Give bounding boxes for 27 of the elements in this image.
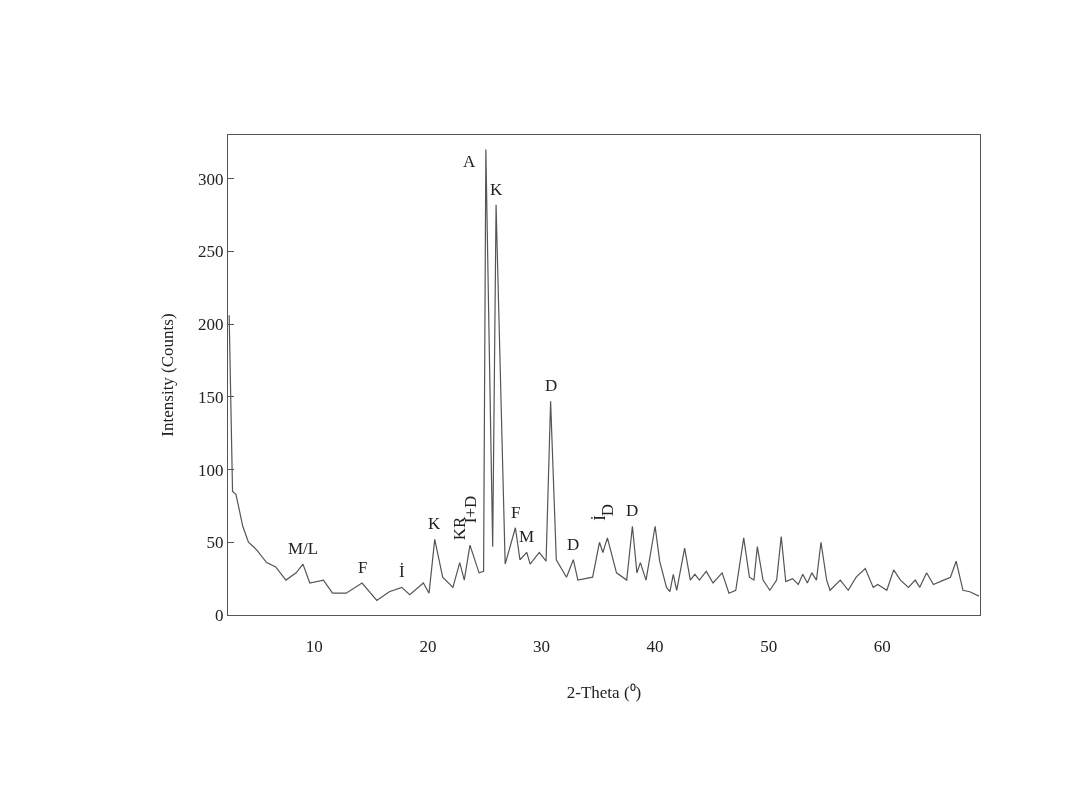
y-tick-label: 100 xyxy=(198,460,224,480)
y-axis-title: Intensity (Counts) xyxy=(157,313,177,437)
x-tick-label: 20 xyxy=(419,637,437,657)
annotation: F xyxy=(358,558,368,577)
x-tick-label: 30 xyxy=(533,637,551,657)
annotation: M xyxy=(519,527,535,546)
x-tick-label: 60 xyxy=(873,637,891,657)
annotation: F xyxy=(511,503,521,522)
annotation: D xyxy=(626,501,639,520)
annotation: M/L xyxy=(288,539,319,558)
annotation: İ xyxy=(399,562,405,581)
y-tick-label: 0 xyxy=(215,605,224,625)
y-tick-label: 250 xyxy=(198,242,224,262)
annotation: K xyxy=(490,180,503,199)
annotation: D xyxy=(545,376,558,395)
x-tick-label: 10 xyxy=(305,637,323,657)
annotation: K xyxy=(428,514,441,533)
annotation: D xyxy=(567,535,580,554)
x-tick-label: 50 xyxy=(760,637,778,657)
annotation: D xyxy=(597,504,617,517)
y-tick-label: 150 xyxy=(198,387,224,407)
y-tick-label: 300 xyxy=(198,169,224,189)
y-tick-label: 50 xyxy=(206,533,224,553)
x-tick-label: 40 xyxy=(646,637,664,657)
x-axis-title: 2-Theta (⁰) xyxy=(566,682,642,702)
y-tick-label: 200 xyxy=(198,315,224,335)
annotation: A xyxy=(463,152,476,171)
